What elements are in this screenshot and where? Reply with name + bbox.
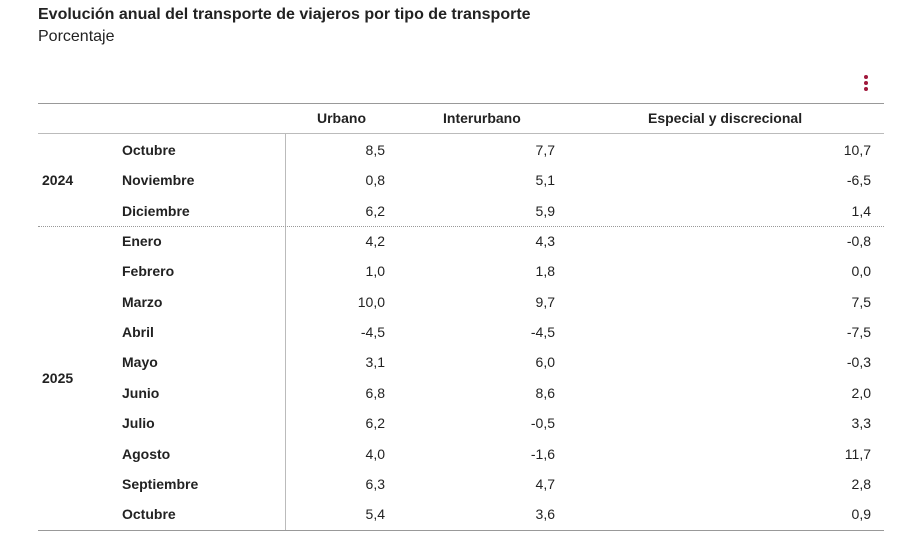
row-label: Octubre (122, 142, 176, 158)
row-label: Marzo (122, 293, 163, 310)
rule (38, 103, 884, 104)
year-label: 2024 (42, 172, 74, 189)
row-label: Julio (122, 415, 155, 432)
cell: 4,2 (365, 233, 385, 250)
column-divider (285, 133, 286, 530)
subtitle: Porcentaje (38, 28, 115, 45)
cell: 7,7 (535, 142, 555, 158)
cell: 1,4 (851, 202, 871, 219)
cell: 2,8 (851, 475, 871, 492)
rule (38, 133, 884, 134)
row-label: Enero (122, 233, 162, 250)
cell: 2,0 (851, 384, 871, 401)
cell: 4,0 (365, 445, 385, 462)
cell: 10,7 (843, 142, 871, 158)
cell: 4,7 (535, 475, 555, 492)
group-separator (38, 225, 884, 227)
year-label: 2025 (42, 369, 74, 386)
row-label: Junio (122, 384, 160, 401)
cell: -4,5 (530, 324, 555, 341)
column-header: Especial y discrecional (648, 110, 803, 126)
cell: 6,3 (365, 475, 385, 492)
row-label: Septiembre (122, 475, 199, 492)
cell: 5,1 (535, 172, 555, 189)
cell: 3,6 (535, 506, 555, 523)
column-header: Urbano (317, 110, 366, 126)
row-label: Abril (122, 324, 154, 341)
title: Evolución anual del transporte de viajer… (38, 6, 531, 23)
cell: 9,7 (535, 293, 555, 310)
cell: 6,2 (365, 415, 385, 432)
cell: 0,8 (365, 172, 385, 189)
row-label: Noviembre (122, 172, 195, 189)
cell: 3,3 (851, 415, 871, 432)
cell: 4,3 (535, 233, 555, 250)
rule (38, 530, 884, 531)
cell: 3,1 (365, 354, 385, 371)
column-header: Interurbano (443, 110, 521, 126)
cell: 1,8 (535, 263, 555, 280)
row-label: Agosto (122, 445, 171, 462)
row-label: Mayo (122, 354, 158, 371)
cell: 7,5 (851, 293, 871, 310)
row-label: Diciembre (122, 202, 190, 219)
cell: -6,5 (846, 172, 871, 189)
cell: 6,8 (365, 384, 385, 401)
menu-icon[interactable] (860, 74, 872, 92)
cell: 5,9 (535, 202, 555, 219)
cell: 6,0 (535, 354, 555, 371)
cell: -7,5 (846, 324, 871, 341)
cell: 10,0 (357, 293, 385, 310)
cell: 5,4 (365, 506, 385, 523)
cell: 11,7 (844, 445, 871, 462)
cell: -0,8 (846, 233, 871, 250)
cell: 1,0 (365, 263, 385, 280)
cell: 0,0 (851, 263, 871, 280)
row-label: Octubre (122, 506, 176, 523)
row-label: Febrero (122, 263, 175, 280)
cell: 6,2 (365, 202, 385, 219)
cell: -0,3 (846, 354, 871, 371)
cell: -4,5 (360, 324, 385, 341)
cell: 8,5 (365, 142, 385, 158)
cell: 8,6 (535, 384, 555, 401)
cell: -0,5 (530, 415, 555, 432)
cell: -1,6 (530, 445, 555, 462)
cell: 0,9 (851, 506, 871, 523)
